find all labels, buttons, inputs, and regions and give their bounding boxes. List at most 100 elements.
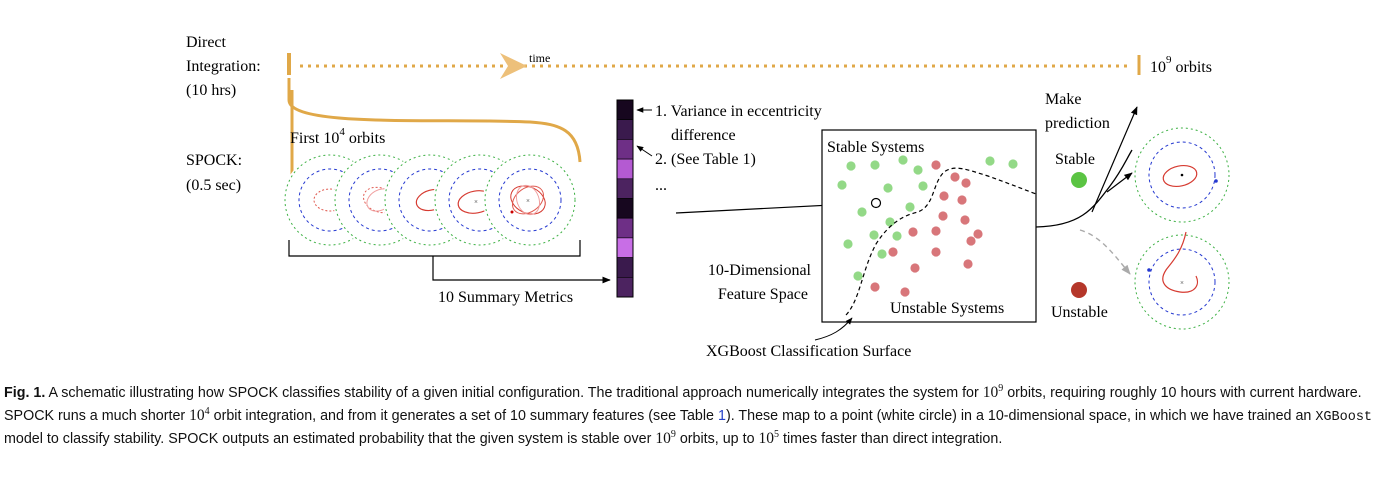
unstable-systems-label: Unstable Systems xyxy=(890,300,1004,317)
metric-cell xyxy=(616,198,634,219)
unstable-label: Unstable xyxy=(1051,304,1108,321)
stable-arrow xyxy=(1106,172,1133,193)
unstable-point xyxy=(888,247,898,257)
prediction-line xyxy=(1035,149,1133,228)
math-10-4: 104 xyxy=(189,405,210,424)
spock-label: SPOCK: (0.5 sec) xyxy=(186,152,246,194)
stable-label: Stable xyxy=(1055,151,1095,168)
stable-point xyxy=(853,271,863,281)
unstable-point xyxy=(966,236,976,246)
unstable-outcome-orbit: × xyxy=(1134,231,1230,330)
table-reference-link[interactable]: 1 xyxy=(717,407,726,424)
stable-point xyxy=(913,165,923,175)
unstable-point xyxy=(931,160,941,170)
unstable-point xyxy=(910,263,920,273)
caption-text: model to classify stability. SPOCK outpu… xyxy=(4,431,656,447)
unstable-point xyxy=(931,226,941,236)
stable-point xyxy=(905,202,915,212)
caption-text: orbits, up to xyxy=(675,431,759,447)
orbits-end-label: 109 orbits xyxy=(1150,54,1212,76)
stable-point xyxy=(877,249,887,259)
stable-point xyxy=(1008,159,1018,169)
stable-point xyxy=(837,180,847,190)
unstable-point xyxy=(957,195,967,205)
stable-points xyxy=(837,155,1018,281)
stable-point xyxy=(846,161,856,171)
direct-integration-label: Direct Integration: (10 hrs) xyxy=(186,34,265,99)
stable-point xyxy=(843,239,853,249)
stable-systems-label: Stable Systems xyxy=(827,139,924,156)
first-orbits-label: First 104 orbits xyxy=(290,126,385,147)
metrics-vector-frame xyxy=(616,99,634,298)
xgboost-code: XGBoost xyxy=(1315,409,1373,425)
metric-cell xyxy=(616,217,634,239)
timeline xyxy=(287,53,1141,79)
xgboost-arrow xyxy=(814,317,853,341)
figure-caption: Fig. 1. A schematic illustrating how SPO… xyxy=(4,382,1384,451)
time-arrowhead xyxy=(500,53,527,79)
svg-text:×: × xyxy=(526,197,530,205)
math-10-9: 109 xyxy=(655,428,676,447)
feature-point xyxy=(870,197,882,209)
snapshot-bracket xyxy=(288,240,581,257)
stable-point xyxy=(985,156,995,166)
metric-cell xyxy=(616,276,634,298)
metric-2-label: 2. (See Table 1) xyxy=(655,151,756,168)
math-10-5: 105 xyxy=(758,428,780,447)
stable-point xyxy=(918,181,928,191)
caption-text: times faster than direct integration. xyxy=(779,431,1003,447)
unstable-point xyxy=(963,259,973,269)
feature-space-label: 10-Dimensional Feature Space xyxy=(708,262,815,303)
unstable-point xyxy=(961,178,971,188)
stable-point xyxy=(892,231,902,241)
stable-point xyxy=(883,183,893,193)
metric-cell xyxy=(616,99,634,121)
caption-text: orbits, requiring roughly 10 hours with … xyxy=(4,385,1362,424)
spock-schematic: Direct Integration: (10 hrs) time 109 orb… xyxy=(186,34,1230,360)
caption-text: A schematic illustrating how SPOCK class… xyxy=(45,385,983,401)
unstable-point xyxy=(870,282,880,292)
orbit-snapshots: × × xyxy=(283,153,577,247)
unstable-point xyxy=(973,229,983,239)
stable-point xyxy=(870,160,880,170)
summary-metrics-label: 10 Summary Metrics xyxy=(438,289,573,306)
metric-cell xyxy=(616,237,634,258)
math-10-9: 109 xyxy=(982,382,1004,401)
integration-bracket xyxy=(287,78,582,163)
orbit-snapshot-5: × xyxy=(483,153,577,247)
caption-text: ). These map to a point (white circle) i… xyxy=(725,407,1316,424)
make-prediction-label: Make prediction xyxy=(1045,91,1110,132)
unstable-point xyxy=(960,215,970,225)
unstable-point xyxy=(908,227,918,237)
stable-point xyxy=(898,155,908,165)
unstable-point xyxy=(939,191,949,201)
unstable-point xyxy=(938,211,948,221)
xgboost-surface-label: XGBoost Classification Surface xyxy=(706,343,911,360)
time-label: time xyxy=(529,51,550,65)
caption-text: orbit integration, and from it generates… xyxy=(209,407,718,424)
metric-cell xyxy=(616,158,634,180)
summary-arrow xyxy=(432,256,611,284)
stable-point xyxy=(857,207,867,217)
stable-indicator xyxy=(1071,172,1087,188)
metric-cell xyxy=(616,119,634,140)
unstable-points xyxy=(870,160,983,297)
unstable-point xyxy=(931,247,941,257)
metrics-vector xyxy=(616,99,634,298)
stable-point xyxy=(885,217,895,227)
stable-outcome-orbit xyxy=(1134,127,1230,223)
metric-1-label: 1. Variance in eccentricity difference xyxy=(655,103,826,144)
unstable-arrow xyxy=(1079,229,1131,275)
metric-cell xyxy=(616,139,634,160)
metric-ellipsis: ... xyxy=(655,177,667,194)
metric-2-arrow xyxy=(636,145,653,157)
unstable-indicator xyxy=(1071,282,1087,298)
svg-text:×: × xyxy=(474,198,478,206)
stable-point xyxy=(869,230,879,240)
metric-cell xyxy=(616,178,634,199)
svg-text:×: × xyxy=(1180,279,1184,287)
unstable-point xyxy=(950,172,960,182)
feature-space-box xyxy=(821,129,1037,323)
metric-cell xyxy=(616,257,634,278)
